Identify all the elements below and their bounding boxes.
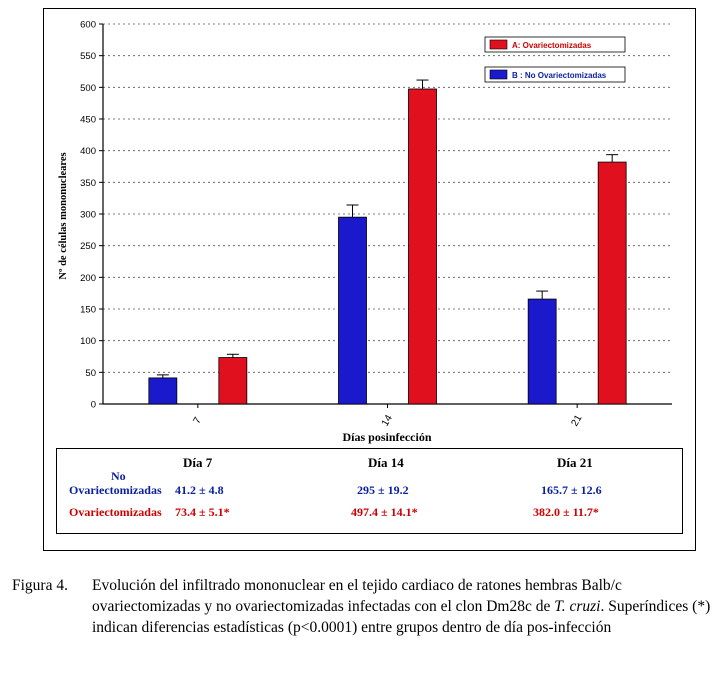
y-tick-label: 200 [80, 273, 96, 284]
cell-no-day21: 165.7 ± 12.6 [541, 483, 602, 497]
table-header-day7: Día 7 [183, 455, 213, 470]
bar [338, 216, 367, 405]
bar [408, 88, 437, 405]
legend-label: A: Ovariectomizadas [512, 41, 592, 50]
x-tick-label: 7 [192, 415, 205, 426]
caption-text: Evolución del infiltrado mononuclear en … [92, 575, 712, 638]
legend-box [484, 66, 626, 83]
legend-box [484, 36, 626, 53]
row-label-ovariectomizadas: Ovariectomizadas [69, 505, 162, 519]
y-tick-label: 0 [91, 400, 96, 411]
y-tick-label: 500 [80, 83, 96, 94]
table-header-day14: Día 14 [368, 455, 404, 470]
x-tick-label: 14 [380, 413, 395, 429]
legend-swatch [489, 69, 508, 80]
cell-no-day7: 41.2 ± 4.8 [175, 483, 224, 497]
y-tick-label: 550 [80, 51, 96, 62]
y-tick-label: 300 [80, 210, 96, 221]
caption-label: Figura 4. [12, 577, 68, 594]
caption-species: T. cruzi [554, 598, 601, 615]
data-table: Día 7 Día 14 Día 21 No Ovariectomizadas … [56, 448, 683, 534]
cell-ov-day7: 73.4 ± 5.1* [175, 505, 230, 519]
bars [148, 79, 627, 405]
y-tick-label: 250 [80, 241, 96, 252]
bar [148, 377, 178, 405]
x-axis-label: Días posinfección [342, 430, 431, 444]
y-tick-label: 150 [80, 305, 96, 316]
legend-swatch [489, 39, 508, 50]
bar [218, 357, 248, 405]
legend: A: Ovariectomizadas B : No Ovariectomizad… [484, 36, 626, 83]
y-tick-label: 350 [80, 178, 96, 189]
bar [597, 161, 627, 405]
y-tick-label: 400 [80, 146, 96, 157]
figure-frame [43, 8, 696, 551]
caption-text-after: . Superíndices (*) indican diferencias e… [92, 598, 711, 636]
row-label-no-ovariectomizadas: Ovariectomizadas [69, 483, 162, 497]
caption-text-before: Evolución del infiltrado mononuclear en … [92, 577, 622, 615]
table-header-day21: Día 21 [557, 455, 593, 470]
legend-label: B : No Ovariectomizadas [512, 71, 607, 80]
cell-ov-day14: 497.4 ± 14.1* [351, 505, 418, 519]
cell-no-day14: 295 ± 19.2 [357, 483, 409, 497]
y-tick-label: 100 [80, 336, 96, 347]
y-tick-label: 450 [80, 115, 96, 126]
bar [527, 298, 557, 405]
bar-chart: 0 50 100 150 200 250 300 350 400 450 500 550 600 7 14… [58, 20, 672, 444]
y-axis-label: Nº de células mononucleares [58, 152, 69, 279]
x-tick-label: 21 [569, 413, 584, 429]
x-axis-ticks: 7 14 21 [192, 404, 585, 428]
y-tick-label: 600 [80, 20, 96, 31]
y-tick-label: 50 [85, 368, 96, 379]
cell-ov-day21: 382.0 ± 11.7* [533, 505, 599, 519]
y-axis-ticks: 0 50 100 150 200 250 300 350 400 450 500 550 600 [80, 20, 103, 411]
row-label-no: No [111, 469, 126, 483]
